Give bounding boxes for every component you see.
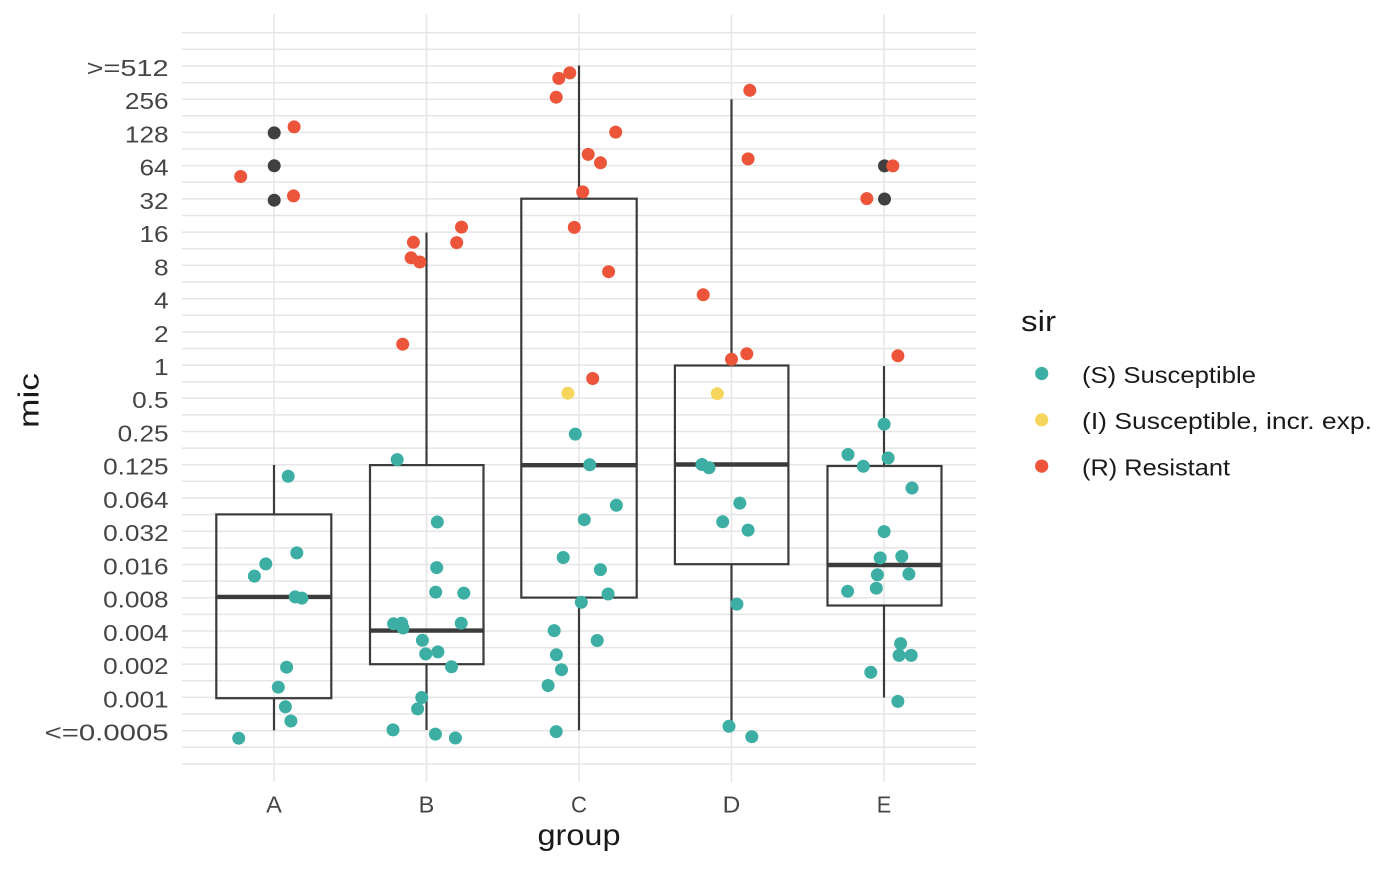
svg-text:D: D <box>723 791 741 817</box>
svg-text:0.064: 0.064 <box>103 487 169 513</box>
svg-text:0.125: 0.125 <box>103 454 169 480</box>
svg-text:>=512: >=512 <box>87 55 169 81</box>
svg-text:mic: mic <box>14 373 46 428</box>
svg-text:0.004: 0.004 <box>103 620 169 646</box>
svg-text:0.25: 0.25 <box>118 421 169 447</box>
svg-text:group: group <box>538 819 621 852</box>
svg-text:4: 4 <box>154 288 169 314</box>
svg-text:8: 8 <box>154 254 169 280</box>
svg-text:2: 2 <box>154 321 169 347</box>
svg-text:A: A <box>266 791 282 817</box>
svg-text:(R) Resistant: (R) Resistant <box>1082 454 1231 480</box>
svg-text:1: 1 <box>154 354 169 380</box>
svg-text:0.5: 0.5 <box>132 387 168 413</box>
svg-text:sir: sir <box>1021 306 1056 338</box>
svg-text:32: 32 <box>140 188 169 214</box>
svg-text:B: B <box>419 791 435 817</box>
svg-text:(S) Susceptible: (S) Susceptible <box>1082 362 1256 388</box>
svg-text:E: E <box>877 791 892 817</box>
svg-text:0.001: 0.001 <box>103 686 169 712</box>
svg-text:256: 256 <box>125 88 169 114</box>
svg-text:128: 128 <box>125 121 169 147</box>
svg-text:0.002: 0.002 <box>103 653 169 679</box>
svg-text:<=0.0005: <=0.0005 <box>45 720 169 746</box>
svg-text:64: 64 <box>140 155 169 181</box>
svg-text:0.016: 0.016 <box>103 553 169 579</box>
svg-text:0.032: 0.032 <box>103 520 169 546</box>
svg-text:(I) Susceptible, incr. exp.: (I) Susceptible, incr. exp. <box>1082 408 1372 434</box>
svg-text:C: C <box>571 791 587 817</box>
svg-text:16: 16 <box>140 221 169 247</box>
svg-text:0.008: 0.008 <box>103 587 169 613</box>
